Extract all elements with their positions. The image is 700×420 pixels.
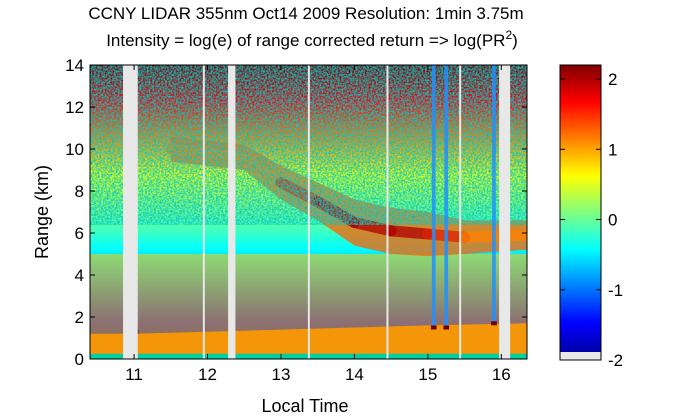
chart-title: CCNY LIDAR 355nm Oct14 2009 Resolution: … xyxy=(88,4,523,23)
y-axis: 0 2 4 6 8 10 12 14 xyxy=(65,56,527,369)
colorbar-gap-swatch xyxy=(560,352,601,360)
colorbar-gradient xyxy=(560,65,601,360)
data-gap xyxy=(499,65,511,359)
y-tick-label: 12 xyxy=(65,98,84,117)
y-tick-label: 14 xyxy=(65,56,84,75)
y-tick-label: 4 xyxy=(75,266,84,285)
data-gap xyxy=(123,65,138,359)
y-tick-label: 0 xyxy=(75,350,84,369)
subtitle-suffix: ) xyxy=(512,31,518,50)
y-tick-label: 10 xyxy=(65,140,84,159)
y-tick-label: 6 xyxy=(75,224,84,243)
x-axis: 11 12 13 14 15 16 xyxy=(125,65,511,384)
x-tick-label: 13 xyxy=(271,365,290,384)
x-axis-label: Local Time xyxy=(261,396,348,416)
cloud-column xyxy=(444,65,449,328)
cloud-column xyxy=(431,65,436,328)
colorbar-tick-label: -2 xyxy=(608,351,623,370)
colorbar: 2 1 0 -1 -2 xyxy=(559,64,623,370)
cloud-base xyxy=(430,325,437,330)
x-tick-label: 11 xyxy=(125,365,143,384)
colorbar-tick-label: 0 xyxy=(608,211,617,230)
heatmap-plot-area xyxy=(90,65,527,359)
y-axis-label: Range (km) xyxy=(32,165,52,259)
colorbar-frame xyxy=(559,64,602,361)
y-tick-label: 8 xyxy=(75,182,84,201)
y-tick-label: 2 xyxy=(75,308,84,327)
plot-frame xyxy=(89,64,528,360)
x-tick-label: 12 xyxy=(198,365,217,384)
x-tick-label: 16 xyxy=(492,365,511,384)
x-tick-label: 15 xyxy=(418,365,437,384)
cloud-column xyxy=(492,65,496,324)
data-gap xyxy=(228,65,236,359)
cloud-base xyxy=(491,321,497,326)
cloud-base xyxy=(443,325,450,330)
subtitle-superscript: 2 xyxy=(505,28,512,42)
colorbar-tick-label: -1 xyxy=(608,281,623,300)
x-tick-label: 14 xyxy=(345,365,364,384)
aerosol-core-segment xyxy=(385,225,434,240)
subtitle-prefix: Intensity = log(e) of range corrected re… xyxy=(106,31,505,50)
chart-subtitle: Intensity = log(e) of range corrected re… xyxy=(106,28,518,50)
colorbar-tick-label: 1 xyxy=(608,140,617,159)
colorbar-tick-label: 2 xyxy=(608,70,617,89)
